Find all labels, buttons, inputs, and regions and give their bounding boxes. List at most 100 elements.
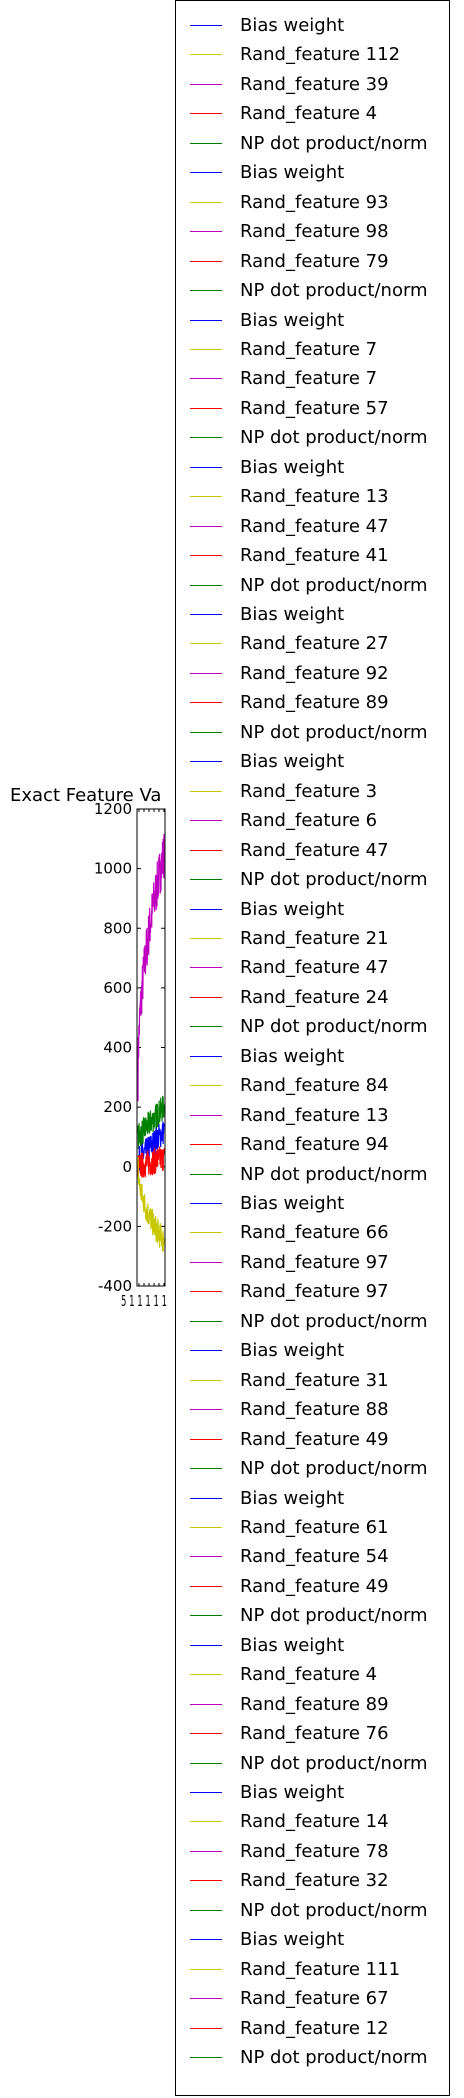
legend-swatch <box>190 1232 222 1234</box>
legend-item: Rand_feature 98 <box>176 222 451 242</box>
legend-item: Rand_feature 41 <box>176 546 451 566</box>
legend-item: Rand_feature 84 <box>176 1076 451 1096</box>
legend-swatch <box>190 967 222 969</box>
legend-label: Bias weight <box>240 309 345 331</box>
legend-item: Rand_feature 47 <box>176 840 451 861</box>
series-line-blue-band <box>137 1121 165 1174</box>
legend-label: Rand_feature 12 <box>240 2017 389 2039</box>
legend-label: Rand_feature 112 <box>240 44 401 66</box>
legend-swatch <box>190 407 222 409</box>
legend-label: Rand_feature 66 <box>240 1222 389 1244</box>
legend-swatch <box>190 2057 222 2059</box>
legend-swatch <box>190 437 222 439</box>
legend-swatch <box>190 1821 222 1823</box>
legend-label: Rand_feature 47 <box>240 957 389 979</box>
legend-item: Rand_feature 57 <box>176 398 451 419</box>
y-tick-label: 200 <box>103 1098 132 1116</box>
legend-label: NP dot product/norm <box>240 132 428 154</box>
legend-item: Bias weight <box>176 1194 451 1214</box>
legend-item: Bias weight <box>176 1783 451 1803</box>
y-tick-label: 800 <box>103 919 132 937</box>
legend-swatch <box>190 319 222 321</box>
legend-label: NP dot product/norm <box>240 427 428 449</box>
legend-swatch <box>190 584 222 586</box>
legend-label: NP dot product/norm <box>240 1899 428 1921</box>
legend-item: NP dot product/norm <box>176 1606 451 1626</box>
legend-label: Rand_feature 14 <box>240 1811 389 1833</box>
legend-label: Bias weight <box>240 1487 345 1509</box>
legend-item: Bias weight <box>176 1930 451 1950</box>
legend-label: Rand_feature 94 <box>240 1134 389 1156</box>
legend-item: NP dot product/norm <box>176 1311 451 1332</box>
legend-label: Rand_feature 13 <box>240 1104 389 1126</box>
legend-swatch <box>190 1085 222 1087</box>
legend-item: Rand_feature 31 <box>176 1370 451 1391</box>
legend-label: Bias weight <box>240 1045 345 1067</box>
legend-item: Rand_feature 7 <box>176 339 451 360</box>
y-tick-label: 600 <box>103 979 132 997</box>
legend-label: Rand_feature 89 <box>240 692 389 714</box>
legend-item: Bias weight <box>176 1045 451 1067</box>
legend-label: Rand_feature 3 <box>240 780 378 802</box>
legend-item: Rand_feature 61 <box>176 1517 451 1538</box>
legend-swatch <box>190 113 222 115</box>
legend-label: Rand_feature 47 <box>240 515 389 537</box>
legend-swatch <box>190 1055 222 1057</box>
legend-item: Rand_feature 4 <box>176 1665 451 1685</box>
y-tick-label: 0 <box>122 1158 132 1176</box>
legend-swatch <box>190 1173 222 1175</box>
legend-item: Bias weight <box>176 899 451 920</box>
y-tick-label: 1200 <box>94 800 132 818</box>
legend-item: Rand_feature 54 <box>176 1547 451 1567</box>
legend-item: Bias weight <box>176 309 451 331</box>
legend-item: Rand_feature 79 <box>176 251 451 272</box>
chart-legend: Bias weight Rand_feature 112 Rand_feature … <box>175 0 450 2096</box>
legend-label: Bias weight <box>240 162 345 184</box>
legend-swatch <box>190 348 222 350</box>
legend-swatch <box>190 996 222 998</box>
legend-swatch <box>190 1497 222 1499</box>
legend-swatch <box>190 1585 222 1587</box>
series-line-red-band <box>137 1146 165 1178</box>
legend-label: Rand_feature 88 <box>240 1399 389 1421</box>
y-tick-label: 1000 <box>94 860 132 878</box>
legend-swatch <box>190 1026 222 1028</box>
y-tick-label: -200 <box>98 1217 132 1235</box>
legend-swatch <box>190 260 222 262</box>
legend-item: Rand_feature 13 <box>176 1104 451 1126</box>
legend-item: Rand_feature 89 <box>176 693 451 713</box>
legend-swatch <box>190 1409 222 1411</box>
legend-item: Rand_feature 66 <box>176 1223 451 1243</box>
legend-swatch <box>190 1850 222 1852</box>
legend-label: Rand_feature 32 <box>240 1870 389 1892</box>
legend-item: Rand_feature 78 <box>176 1841 451 1862</box>
legend-swatch <box>190 1968 222 1970</box>
legend-swatch <box>190 1909 222 1911</box>
legend-swatch <box>190 731 222 733</box>
legend-swatch <box>190 172 222 174</box>
legend-swatch <box>190 1792 222 1793</box>
legend-swatch <box>190 702 222 704</box>
legend-swatch <box>190 643 222 645</box>
legend-label: Rand_feature 6 <box>240 810 378 832</box>
legend-item: NP dot product/norm <box>176 1459 451 1479</box>
legend-swatch <box>190 1379 222 1381</box>
legend-label: NP dot product/norm <box>240 574 428 596</box>
legend-label: Rand_feature 89 <box>240 1693 389 1715</box>
legend-label: Bias weight <box>240 604 345 625</box>
legend-label: Rand_feature 92 <box>240 662 389 684</box>
legend-item: NP dot product/norm <box>176 1753 451 1774</box>
legend-swatch <box>190 672 222 674</box>
legend-item: Rand_feature 6 <box>176 811 451 831</box>
legend-item: Rand_feature 111 <box>176 1958 451 1980</box>
legend-item: Rand_feature 89 <box>176 1693 451 1715</box>
legend-item: Rand_feature 49 <box>176 1429 451 1450</box>
legend-swatch <box>190 1261 222 1263</box>
legend-swatch <box>190 1144 222 1146</box>
legend-item: NP dot product/norm <box>176 2048 451 2068</box>
legend-label: Rand_feature 97 <box>240 1251 389 1273</box>
legend-label: Rand_feature 111 <box>240 1958 401 1980</box>
legend-swatch <box>190 496 222 498</box>
legend-item: Rand_feature 93 <box>176 192 451 213</box>
legend-swatch <box>190 820 222 822</box>
